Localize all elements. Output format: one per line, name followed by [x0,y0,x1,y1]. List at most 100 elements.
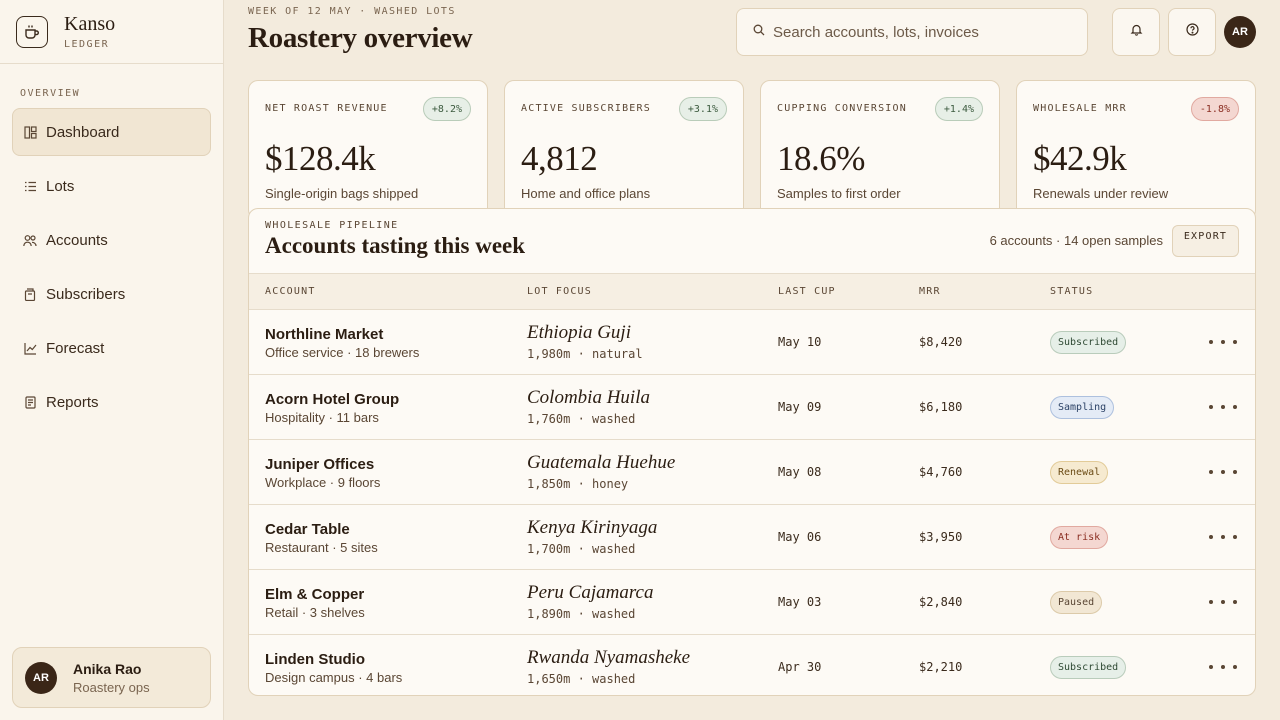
table-row[interactable]: Elm & Copper Retail · 3 shelves Peru Caj… [249,570,1255,635]
last-cup-date: May 09 [778,400,822,414]
lot-name: Kenya Kirinyaga [527,517,658,538]
lot-detail: 1,890m · washed [527,607,636,621]
mrr-value: $8,420 [919,335,963,349]
kpi-label: NET ROAST REVENUE [265,103,388,114]
panel-title: Accounts tasting this week [265,233,526,258]
last-cup-date: Apr 30 [778,660,822,674]
dashboard-icon [23,125,37,139]
kpi-value: 4,812 [521,139,598,178]
chart-line-icon [23,341,37,355]
lot-detail: 1,700m · washed [527,542,636,556]
lot-name: Rwanda Nyamasheke [527,647,691,668]
sidebar-item-label: Subscribers [46,285,126,303]
more-options-icon[interactable] [1209,332,1237,352]
account-detail: Hospitality · 11 bars [265,410,379,425]
column-header-status[interactable]: STATUS [1050,286,1094,297]
kpi-caption: Home and office plans [521,186,651,201]
panel-eyebrow: WHOLESALE PIPELINE [265,220,399,231]
status-badge: Subscribed [1050,656,1127,679]
last-cup-date: May 03 [778,595,822,609]
sidebar-item-accounts[interactable]: Accounts [12,216,211,264]
kpi-caption: Renewals under review [1033,186,1169,201]
brand[interactable]: Kanso LEDGER [0,0,223,64]
table-row[interactable]: Cedar Table Restaurant · 5 sites Kenya K… [249,505,1255,570]
search-bar[interactable] [736,8,1088,56]
status-badge: Sampling [1050,396,1115,419]
mrr-value: $2,210 [919,660,963,674]
status-badge: Paused [1050,591,1103,614]
help-button[interactable] [1168,8,1216,56]
more-options-icon[interactable] [1209,397,1237,417]
sidebar-item-reports[interactable]: Reports [12,378,211,426]
account-name: Linden Studio [265,651,365,668]
sidebar-item-label: Accounts [46,231,108,249]
sidebar-nav: Dashboard Lots Accounts Subscribers Fore… [12,108,211,432]
kpi-card-wholesale-mrr: WHOLESALE MRR -1.8% $42.9k Renewals unde… [1016,80,1256,220]
bag-icon [23,287,37,301]
lot-name: Colombia Huila [527,387,650,408]
table-row[interactable]: Juniper Offices Workplace · 9 floors Gua… [249,440,1255,505]
status-badge: At risk [1050,526,1109,549]
lot-detail: 1,980m · natural [527,347,643,361]
kpi-trend-badge: +1.4% [934,97,983,121]
user-role: Roastery ops [73,679,150,695]
column-header-mrr[interactable]: MRR [919,286,941,297]
kpi-value: 18.6% [777,139,865,178]
sidebar-item-label: Lots [46,177,75,195]
account-name: Cedar Table [265,521,350,538]
table-row[interactable]: Linden Studio Design campus · 4 bars Rwa… [249,635,1255,695]
lot-detail: 1,650m · washed [527,672,636,686]
account-avatar[interactable]: AR [1224,16,1256,48]
kpi-label: ACTIVE SUBSCRIBERS [521,103,651,114]
mrr-value: $3,950 [919,530,963,544]
kpi-trend-badge: +8.2% [422,97,471,121]
more-options-icon[interactable] [1209,657,1237,677]
column-header-last-cup[interactable]: LAST CUP [778,286,836,297]
page-eyebrow: WEEK OF 12 MAY · WASHED LOTS [248,6,456,17]
more-options-icon[interactable] [1209,527,1237,547]
page-title: Roastery overview [248,22,473,54]
sidebar-item-forecast[interactable]: Forecast [12,324,211,372]
kpi-trend-badge: +3.1% [678,97,727,121]
account-detail: Office service · 18 brewers [265,345,420,360]
avatar: AR [25,661,57,694]
table-header: ACCOUNT LOT FOCUS LAST CUP MRR STATUS [249,273,1255,310]
table-row[interactable]: Northline Market Office service · 18 bre… [249,310,1255,375]
brand-name: Kanso [64,13,116,35]
table-row[interactable]: Acorn Hotel Group Hospitality · 11 bars … [249,375,1255,440]
lot-name: Ethiopia Guji [527,322,631,343]
sidebar-item-label: Reports [46,393,99,411]
sidebar: Kanso LEDGER OVERVIEW Dashboard Lots Acc… [0,0,224,720]
panel-meta: 6 accounts · 14 open samples [989,233,1163,248]
lot-name: Peru Cajamarca [527,582,654,603]
search-icon [753,23,765,41]
sidebar-item-lots[interactable]: Lots [12,162,211,210]
kpi-label: CUPPING CONVERSION [777,103,907,114]
kpi-caption: Single-origin bags shipped [265,186,419,201]
search-input[interactable] [773,23,1073,41]
sidebar-item-label: Forecast [46,339,105,357]
account-detail: Workplace · 9 floors [265,475,381,490]
last-cup-date: May 08 [778,465,822,479]
sidebar-item-subscribers[interactable]: Subscribers [12,270,211,318]
nav-section-label: OVERVIEW [20,88,81,99]
lot-name: Guatemala Huehue [527,452,676,473]
user-card[interactable]: AR Anika Rao Roastery ops [12,647,211,708]
lot-detail: 1,760m · washed [527,412,636,426]
column-header-lot-focus[interactable]: LOT FOCUS [527,286,592,297]
pipeline-panel: WHOLESALE PIPELINE Accounts tasting this… [248,208,1256,696]
sidebar-item-dashboard[interactable]: Dashboard [12,108,211,156]
kpi-trend-badge: -1.8% [1190,97,1239,121]
notifications-button[interactable] [1112,8,1160,56]
export-button[interactable]: EXPORT [1172,225,1239,257]
kpi-value: $42.9k [1033,139,1127,178]
coffee-cup-icon [16,15,48,48]
more-options-icon[interactable] [1209,462,1237,482]
last-cup-date: May 10 [778,335,822,349]
mrr-value: $2,840 [919,595,963,609]
column-header-account[interactable]: ACCOUNT [265,286,316,297]
kpi-card-net-roast-revenue: NET ROAST REVENUE +8.2% $128.4k Single-o… [248,80,488,220]
kpi-value: $128.4k [265,139,376,178]
list-icon [23,179,37,193]
more-options-icon[interactable] [1209,592,1237,612]
